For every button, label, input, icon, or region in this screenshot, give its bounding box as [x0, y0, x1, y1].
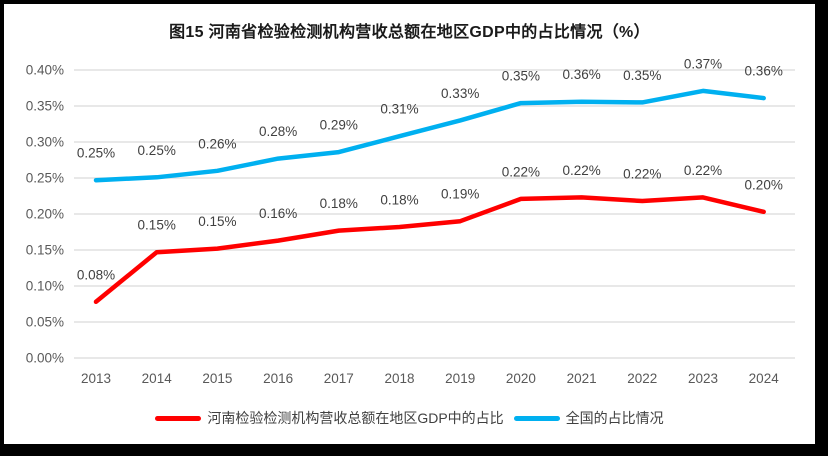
series-line-0 — [93, 195, 766, 305]
y-axis-tick-label: 0.15% — [26, 243, 64, 258]
data-point-label: 0.28% — [259, 124, 297, 139]
data-point-label: 0.26% — [198, 136, 236, 151]
data-point-label: 0.20% — [745, 177, 783, 192]
data-point-label: 0.22% — [562, 163, 600, 178]
y-axis-tick-label: 0.05% — [26, 315, 64, 330]
data-point-label: 0.25% — [77, 146, 115, 161]
data-point-label: 0.29% — [320, 118, 358, 133]
x-axis-tick-label: 2013 — [81, 371, 111, 386]
data-point-label: 0.25% — [138, 143, 176, 158]
data-point-label: 0.37% — [684, 56, 722, 71]
x-axis-tick-label: 2016 — [263, 371, 293, 386]
chart-canvas: 0.00% 0.05% 0.10% 0.15% 0.20% 0.25% 0.30% 0.35%… — [4, 4, 815, 444]
y-axis-tick-label: 0.35% — [26, 99, 64, 114]
y-axis-tick-label: 0.00% — [26, 351, 64, 366]
legend-label-national: 全国的占比情况 — [565, 410, 664, 426]
data-point-label: 0.16% — [259, 206, 297, 221]
data-point-label: 0.22% — [684, 163, 722, 178]
data-point-label: 0.22% — [502, 164, 540, 179]
x-axis-tick-label: 2014 — [142, 371, 173, 386]
data-point-label: 0.36% — [745, 64, 783, 79]
chart-legend: 河南检验检测机构营收总额在地区GDP中的占比 全国的占比情况 — [4, 408, 815, 428]
y-axis-tick-label: 0.30% — [26, 135, 64, 150]
y-axis-tick-label: 0.25% — [26, 171, 64, 186]
legend-item-henan: 河南检验检测机构营收总额在地区GDP中的占比 — [155, 408, 504, 428]
data-point-label: 0.18% — [380, 192, 418, 207]
legend-item-national: 全国的占比情况 — [513, 408, 664, 428]
y-axis-tick-label: 0.10% — [26, 279, 64, 294]
x-axis-tick-label: 2021 — [567, 371, 597, 386]
x-axis-tick-label: 2015 — [202, 371, 232, 386]
data-point-label: 0.22% — [623, 167, 661, 182]
data-point-label: 0.18% — [320, 196, 358, 211]
x-axis-tick-label: 2019 — [445, 371, 475, 386]
x-axis-tick-label: 2022 — [627, 371, 657, 386]
data-point-label: 0.08% — [77, 267, 115, 282]
data-point-label: 0.15% — [198, 214, 236, 229]
x-axis-tick-label: 2017 — [324, 371, 354, 386]
data-point-label: 0.35% — [502, 69, 540, 84]
legend-label-henan: 河南检验检测机构营收总额在地区GDP中的占比 — [207, 410, 504, 426]
line-chart: 0.00% 0.05% 0.10% 0.15% 0.20% 0.25% 0.30% 0.35%… — [26, 56, 795, 386]
x-axis-tick-label: 2018 — [384, 371, 414, 386]
y-axis-tick-label: 0.40% — [26, 63, 64, 78]
x-axis-tick-label: 2020 — [506, 371, 536, 386]
legend-line-swatch-blue — [513, 415, 560, 421]
data-point-label: 0.19% — [441, 187, 479, 202]
series-line-1 — [93, 88, 766, 183]
chart-title: 图15 河南省检验检测机构营收总额在地区GDP中的占比情况（%） — [169, 24, 650, 41]
x-axis-tick-label: 2023 — [688, 371, 718, 386]
data-point-label: 0.33% — [441, 86, 479, 101]
legend-line-swatch-red — [155, 415, 202, 421]
data-point-label: 0.15% — [138, 218, 176, 233]
y-axis-tick-label: 0.20% — [26, 207, 64, 222]
data-point-label: 0.31% — [380, 102, 418, 117]
data-point-label: 0.36% — [562, 67, 600, 82]
x-axis-tick-label: 2024 — [749, 371, 780, 386]
data-point-label: 0.35% — [623, 68, 661, 83]
